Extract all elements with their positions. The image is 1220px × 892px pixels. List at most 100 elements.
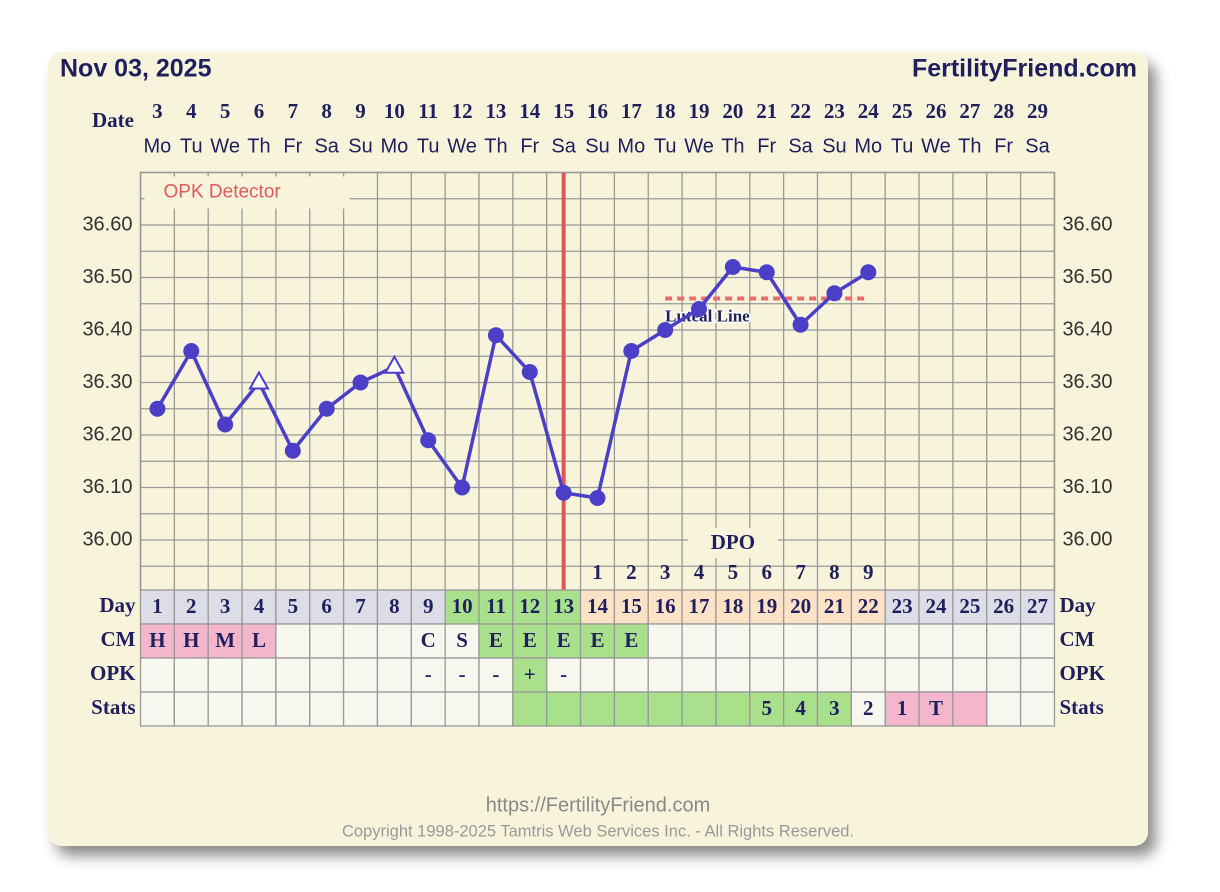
date-number: 18: [655, 99, 676, 123]
row-cell: [613, 623, 649, 659]
temperature-marker-open: [383, 354, 406, 374]
row-cell-text: 5: [761, 696, 772, 720]
row-cell-text: -: [492, 662, 499, 686]
row-cell-text: 2: [186, 594, 197, 618]
y-tick-label: 36.20: [82, 423, 132, 445]
weekday: Sa: [314, 135, 339, 157]
row-cell-text: 22: [858, 594, 879, 618]
date-number: 19: [689, 99, 710, 123]
row-cell-text: 15: [621, 594, 642, 618]
y2-tick-label: 36.50: [1062, 266, 1112, 288]
row-label: OPK: [90, 661, 136, 685]
date-number: 27: [959, 99, 980, 123]
y-tick-label: 36.10: [82, 476, 132, 498]
row-cell: [816, 589, 852, 625]
row-cell: [749, 623, 785, 659]
row-cell: [850, 623, 886, 659]
copyright: Copyright 1998-2025 Tamtris Web Services…: [342, 822, 854, 840]
temperature-marker: [149, 400, 166, 417]
row-cell-text: 20: [790, 594, 811, 618]
temperature-line: [155, 265, 870, 500]
row-cell: [512, 589, 548, 625]
temperature-marker: [691, 301, 708, 317]
row-cell-text: 8: [389, 594, 400, 618]
weekday: Sa: [551, 135, 576, 157]
temperature-marker: [657, 322, 674, 338]
row-cell: [816, 623, 852, 659]
y-tick-label: 36.60: [82, 213, 132, 235]
row-cell-text: L: [252, 628, 266, 652]
row-cell: [783, 657, 819, 693]
date-number: 14: [519, 99, 541, 123]
detector-label-bg: [144, 176, 350, 209]
date-number: 4: [186, 99, 197, 123]
row-cell: [444, 691, 480, 727]
row-cell: [1019, 657, 1056, 693]
date-number: 11: [418, 99, 438, 123]
detector-label: OPK Detector: [164, 182, 282, 203]
temperature-marker: [318, 400, 335, 417]
weekday: Fr: [757, 135, 776, 157]
row-cell: [241, 623, 277, 659]
weekday: Tu: [654, 135, 677, 157]
row-cell-text: -: [459, 662, 466, 686]
weekday: Sa: [788, 135, 813, 157]
row-cell: [546, 691, 582, 727]
row-cell: [309, 589, 345, 625]
row-cell: [647, 589, 683, 625]
row-cell: [207, 691, 243, 727]
weekday: Th: [958, 135, 981, 157]
row-cell-text: 3: [829, 696, 840, 720]
row-cell: [850, 657, 886, 693]
dpo-number: 8: [829, 560, 840, 584]
row-cell: [918, 623, 954, 659]
row-cell-text: 1: [897, 696, 908, 720]
dpo-number: 3: [660, 560, 671, 584]
row-cell-text: E: [489, 628, 503, 652]
row-cell: [613, 589, 649, 625]
row-label: Day: [99, 593, 136, 617]
weekday: Su: [585, 135, 609, 157]
weekday: Th: [721, 135, 744, 157]
row-cell: [715, 623, 751, 659]
row-label: CM: [101, 627, 136, 651]
dpo-number: 9: [863, 560, 874, 584]
weekday: Fr: [520, 135, 539, 157]
date-number: 8: [321, 99, 332, 123]
temperature-marker: [521, 364, 538, 380]
weekday: Mo: [854, 135, 882, 157]
temperature-marker: [860, 264, 877, 281]
row-cell-text: E: [624, 628, 638, 652]
temperature-marker: [352, 374, 369, 391]
row-cell-text: +: [524, 662, 536, 686]
date-number: 13: [485, 99, 506, 123]
weekday: We: [210, 135, 240, 157]
weekday: Su: [348, 135, 372, 157]
temperature-marker: [284, 442, 301, 459]
row-cell: [986, 589, 1022, 625]
row-cell: [986, 623, 1022, 659]
row-cell: [952, 623, 988, 659]
row-cell: [342, 589, 379, 625]
row-cell: [986, 657, 1022, 693]
dpo-label: DPO: [711, 530, 755, 554]
y2-tick-label: 36.10: [1062, 476, 1112, 498]
row-cell-text: 23: [892, 594, 913, 618]
temperature-marker: [555, 484, 572, 501]
chart-title: Nov 03, 2025: [60, 55, 212, 83]
y2-tick-label: 36.40: [1062, 318, 1112, 340]
row-cell-text: 19: [756, 594, 777, 618]
date-number: 29: [1027, 99, 1048, 123]
date-number: 20: [722, 99, 743, 123]
row-cell: [783, 691, 819, 727]
row-cell-text: 21: [824, 594, 845, 618]
weekday: Tu: [180, 135, 203, 157]
y-tick-label: 36.40: [82, 318, 132, 340]
date-number: 21: [756, 99, 777, 123]
date-number: 10: [384, 99, 405, 123]
date-number: 23: [824, 99, 845, 123]
temperature-marker: [589, 490, 606, 506]
weekday: Fr: [283, 135, 302, 157]
row-cell: [884, 589, 920, 625]
row-cell: [410, 691, 446, 727]
